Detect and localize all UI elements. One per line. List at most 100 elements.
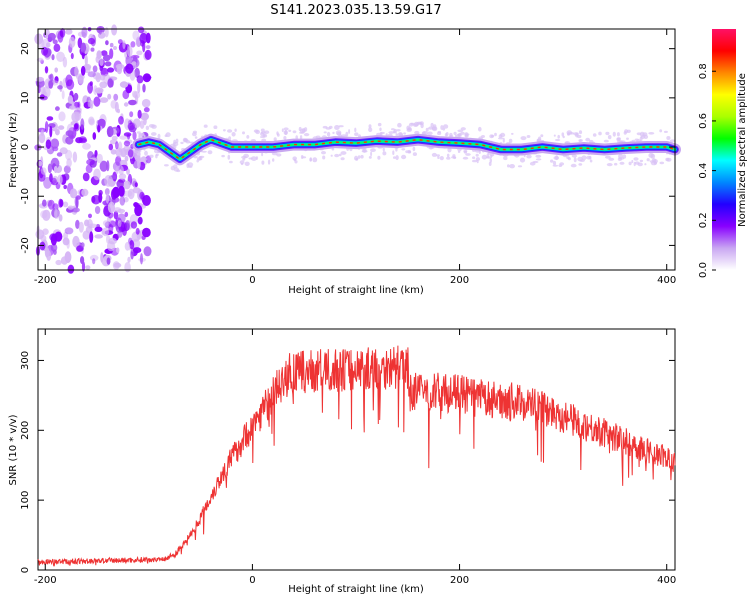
trace-speckle <box>155 153 159 156</box>
noise-blob <box>116 247 120 253</box>
trace-speckle <box>401 148 406 151</box>
heatmap-x-tick-label: 0 <box>249 275 255 286</box>
snr-x-tick-label: 200 <box>450 575 469 586</box>
trace-speckle <box>315 135 321 139</box>
trace-speckle <box>149 154 154 158</box>
trace-speckle <box>379 127 382 132</box>
trace-speckle <box>536 138 539 143</box>
trace-speckle <box>396 129 401 132</box>
snr-y-tick-label: 0 <box>20 567 31 573</box>
noise-blob <box>115 167 119 175</box>
noise-blob <box>53 43 61 52</box>
trace-speckle <box>170 165 175 171</box>
trace-speckle <box>517 165 523 168</box>
trace-speckle <box>446 156 451 160</box>
noise-blob <box>94 226 103 232</box>
noise-blob <box>140 112 150 121</box>
trace-speckle <box>234 128 237 132</box>
noise-blob <box>88 213 92 219</box>
noise-blob <box>50 157 60 169</box>
trace-speckle <box>388 131 395 134</box>
trace-speckle <box>616 132 620 137</box>
noise-blob <box>137 157 141 170</box>
trace-speckle <box>439 156 444 161</box>
noise-blob <box>104 188 110 196</box>
trace-speckle <box>173 139 177 145</box>
trace-speckle <box>540 134 544 138</box>
snr-x-tick-label: 0 <box>249 575 255 586</box>
trace-speckle <box>571 154 578 158</box>
trace-speckle <box>335 130 342 136</box>
noise-blob <box>86 158 95 166</box>
trace-speckle <box>425 127 429 132</box>
trace-speckle <box>360 154 364 159</box>
trace-speckle <box>138 134 141 139</box>
noise-blob <box>109 48 114 59</box>
trace-speckle <box>413 121 420 127</box>
noise-blob <box>120 221 127 232</box>
noise-blob <box>93 168 101 181</box>
heatmap-panel: -200 0 200 400 -20 -10 0 10 20 Height of straig… <box>8 24 681 296</box>
trace-speckle <box>395 155 399 161</box>
noise-blob <box>84 219 90 227</box>
trace-speckle <box>606 163 613 167</box>
trace-speckle <box>242 131 245 135</box>
noise-blob <box>54 67 58 73</box>
trace-speckle <box>578 163 583 166</box>
noise-blob <box>94 87 104 94</box>
noise-blob <box>59 30 64 37</box>
trace-speckle <box>142 157 148 161</box>
trace-speckle <box>298 126 302 132</box>
noise-blob <box>48 123 56 128</box>
trace-speckle <box>196 159 199 163</box>
trace-speckle <box>526 135 531 138</box>
trace-speckle <box>612 131 616 137</box>
trace-speckle <box>443 124 449 129</box>
colorbar-tick-label: 0.6 <box>698 113 709 129</box>
heatmap-y-label: Frequency (Hz) <box>8 112 19 188</box>
noise-blob <box>92 132 97 140</box>
trace-speckle <box>453 131 457 136</box>
noise-blob <box>87 82 93 94</box>
trace-speckle <box>659 129 663 133</box>
noise-blob <box>117 208 126 214</box>
noise-blob <box>110 149 117 155</box>
trace-speckle <box>338 153 342 157</box>
trace-speckle <box>494 132 497 137</box>
colorbar-tick-label: 0.2 <box>698 212 709 228</box>
noise-blob <box>65 136 74 145</box>
colorbar-axis: 0.0 0.2 0.4 0.6 0.8 <box>698 63 716 278</box>
noise-blob <box>80 242 85 248</box>
heatmap-frame <box>37 28 676 271</box>
snr-y-axis: 0 100 200 300 <box>20 351 675 573</box>
trace-speckle <box>299 131 305 134</box>
noise-blob <box>46 250 52 261</box>
noise-blob <box>99 58 104 67</box>
heatmap-trace <box>132 133 681 166</box>
trace-speckle <box>453 156 457 160</box>
trace-speckle <box>475 157 480 161</box>
trace-speckle <box>663 130 668 133</box>
trace-speckle <box>637 162 643 167</box>
trace-speckle <box>481 154 488 160</box>
noise-blob <box>123 180 131 190</box>
heatmap-x-label: Height of straight line (km) <box>288 285 424 296</box>
noise-blob <box>50 243 58 252</box>
noise-blob <box>89 231 94 243</box>
noise-blob <box>36 76 44 82</box>
noise-blob <box>100 74 106 81</box>
trace-speckle <box>519 157 526 163</box>
noise-blob <box>108 143 114 151</box>
heatmap-x-tick-label: -200 <box>34 275 57 286</box>
trace-speckle <box>267 159 271 165</box>
noise-blob <box>140 253 143 265</box>
colorbar-tick-label: 0.8 <box>698 63 709 79</box>
trace-speckle <box>491 134 495 138</box>
noise-blob <box>117 230 123 238</box>
trace-speckle <box>592 133 597 137</box>
trace-speckle <box>239 160 245 165</box>
trace-speckle <box>227 154 231 160</box>
trace-speckle <box>669 139 676 142</box>
noise-blob <box>127 149 134 158</box>
trace-speckle <box>393 156 396 159</box>
